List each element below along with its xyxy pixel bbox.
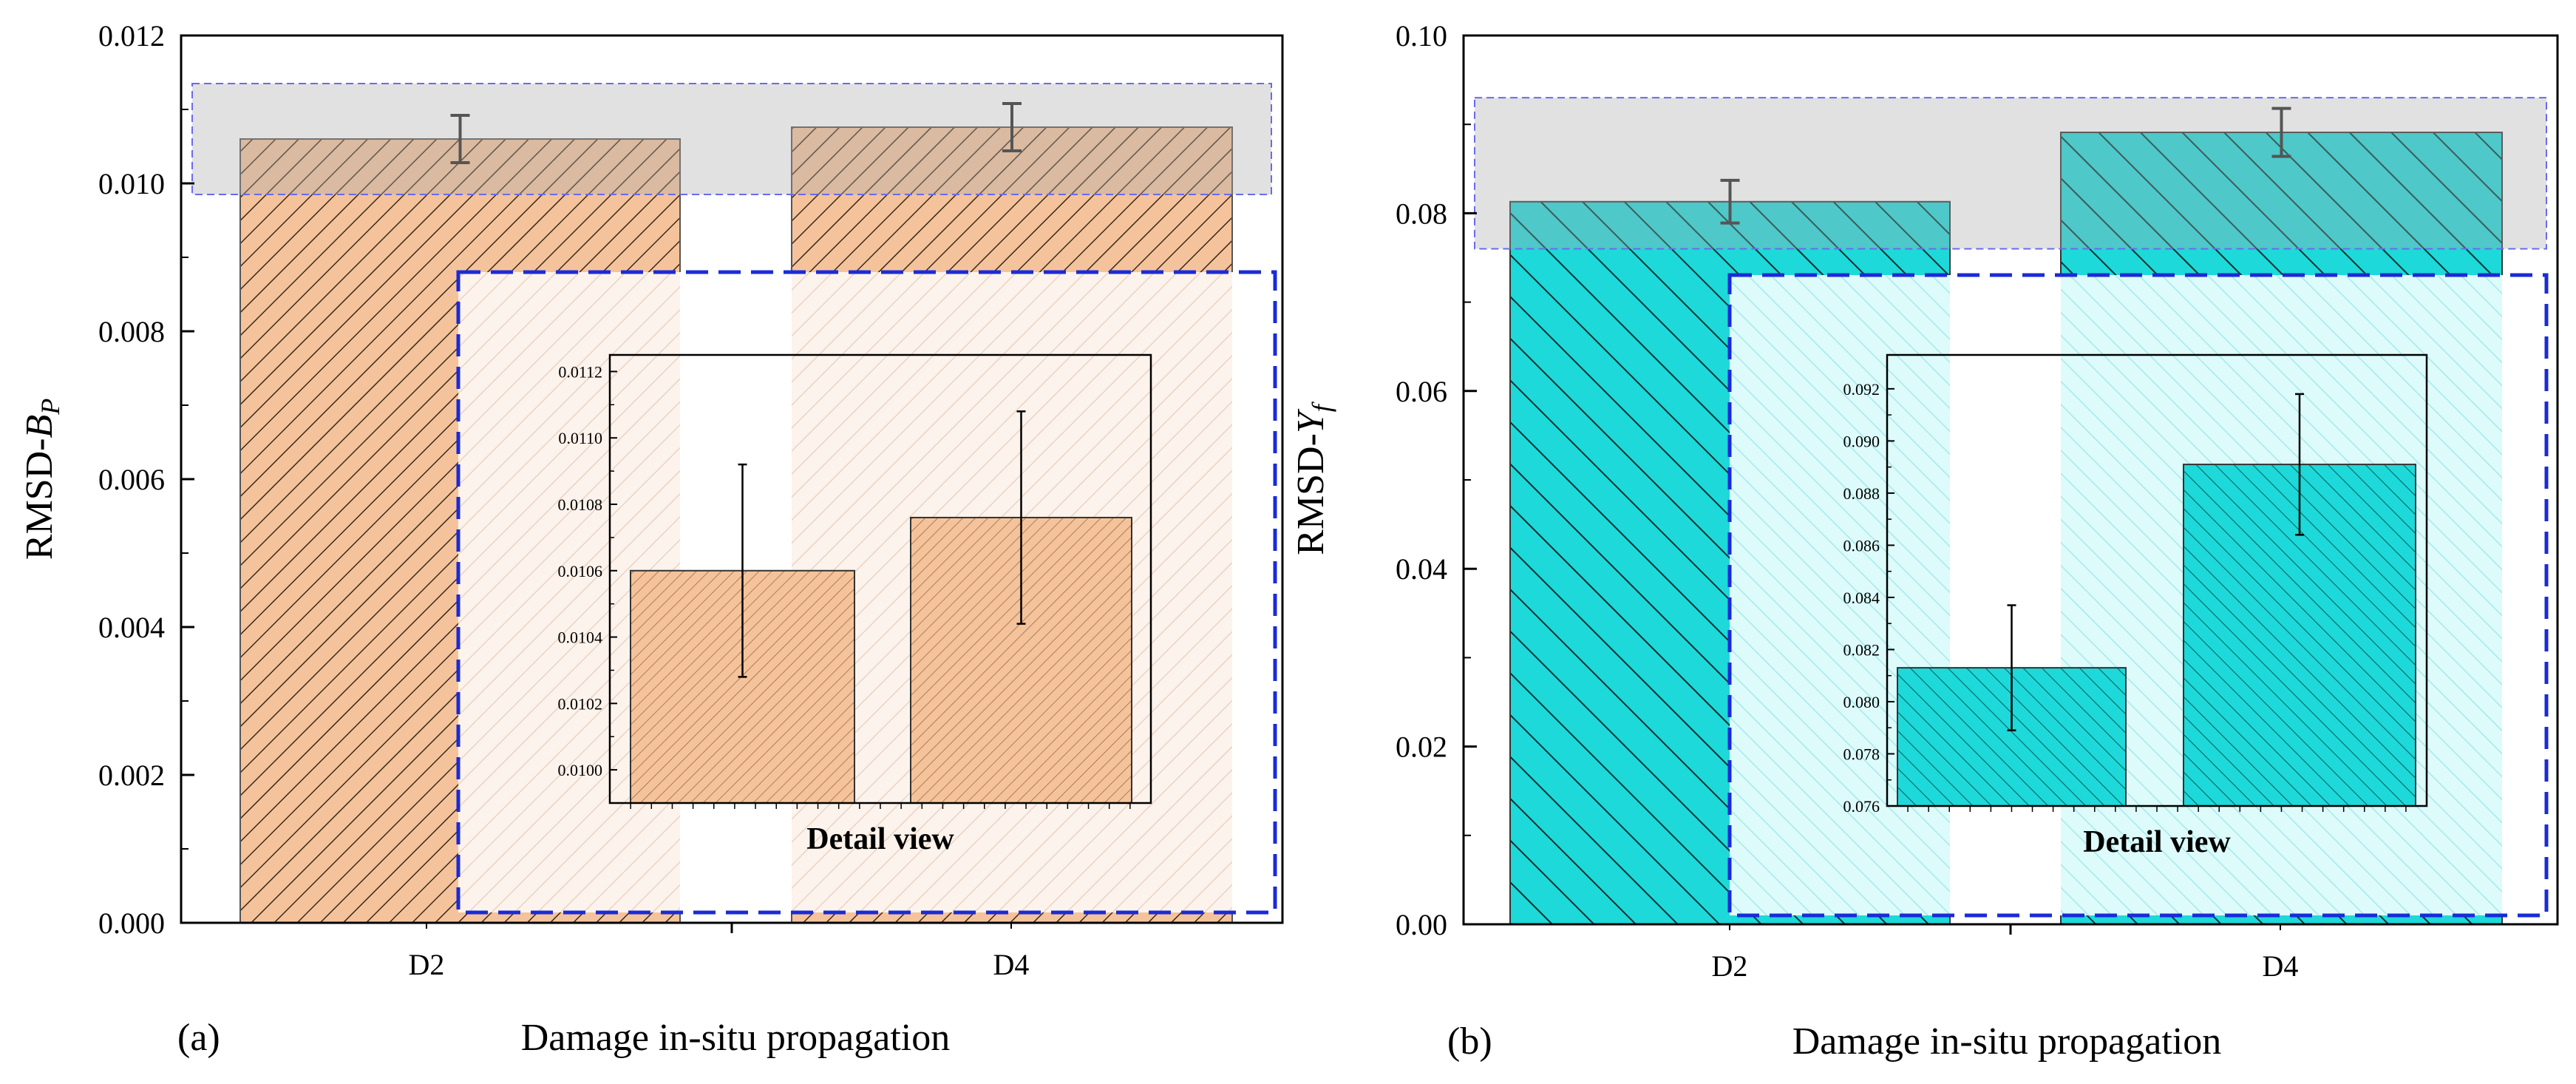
y-tick-label: 0.04	[1396, 552, 1447, 586]
inset-y-tick-label: 0.0110	[558, 429, 602, 447]
inset-error-bar-d2	[2007, 604, 2016, 731]
inset-y-tick-label: 0.0104	[558, 629, 603, 647]
y-tick-label: 0.010	[98, 167, 165, 200]
x-tick-label: D4	[993, 948, 1030, 981]
y-tick-label: 0.000	[98, 907, 165, 940]
zoom-band	[191, 83, 1272, 195]
panel-label: (b)	[1447, 1020, 1492, 1063]
y-tick-label: 0.002	[98, 759, 165, 792]
inset-y-tick-label: 0.086	[1843, 536, 1880, 555]
y-tick-label: 0.012	[98, 19, 165, 52]
x-tick-label: D4	[2263, 949, 2299, 983]
inset-y-tick-label: 0.0102	[558, 694, 603, 713]
y-tick-label: 0.08	[1396, 197, 1447, 230]
inset-y-tick-label: 0.076	[1843, 797, 1880, 816]
error-bar-d4	[1002, 102, 1022, 152]
inset-y-tick-label: 0.080	[1843, 693, 1880, 711]
inset-y-tick-label: 0.0112	[558, 362, 602, 381]
y-tick-label: 0.02	[1396, 731, 1447, 764]
inset-y-tick-label: 0.090	[1843, 432, 1880, 450]
y-axis-title: RMSD-Yf	[1290, 401, 1336, 555]
inset-error-bar-d4	[1016, 410, 1026, 625]
inset-y-tick-label: 0.084	[1843, 589, 1880, 607]
x-tick-label: D2	[409, 948, 445, 981]
inset-title: Detail view	[2083, 825, 2231, 859]
inset-error-bar-d2	[738, 463, 747, 678]
panel-a: 0.000 0.002 0.004 0.006 0.008 0.010 0.012 D2 D4 R…	[18, 19, 1284, 1059]
y-tick-label: 0.008	[98, 315, 165, 348]
x-axis-title: Damage in-situ propagation	[1792, 1020, 2222, 1063]
y-axis-title: RMSD-BP	[18, 399, 65, 560]
x-tick-label: D2	[1712, 949, 1748, 983]
inset-detail-view: 0.0100 0.0102 0.0104 0.0106 0.0108 0.0110 0.01…	[558, 353, 1152, 856]
y-tick-label: 0.06	[1396, 375, 1447, 408]
inset-region-outline	[456, 270, 1277, 915]
y-tick-label: 0.004	[98, 611, 165, 644]
x-axis-title: Damage in-situ propagation	[521, 1017, 951, 1059]
inset-y-tick-label: 0.0100	[558, 761, 603, 779]
inset-y-tick-label: 0.0108	[558, 495, 603, 514]
inset-y-tick-label: 0.078	[1843, 745, 1880, 763]
inset-y-tick-label: 0.088	[1843, 484, 1880, 503]
error-bar-d2	[450, 114, 470, 164]
y-tick-label: 0.006	[98, 463, 165, 496]
inset-region-bar-ghost	[1730, 275, 1950, 915]
error-bar-d2	[1720, 178, 1740, 225]
y-tick-label: 0.00	[1396, 908, 1447, 941]
inset-y-tick-label: 0.092	[1843, 380, 1880, 399]
inset-region-outline	[1727, 273, 2549, 918]
inset-error-bar-d4	[2295, 393, 2304, 536]
inset-y-tick-label: 0.0106	[558, 562, 603, 580]
y-tick-label: 0.10	[1396, 19, 1447, 52]
zoom-band	[1474, 97, 2547, 250]
inset-y-tick-label: 0.082	[1843, 640, 1880, 659]
error-bar-d4	[2271, 106, 2291, 158]
panel-b: 0.00 0.02 0.04 0.06 0.08 0.10 D2 D4 RMSD-Yf (b) Da…	[1290, 19, 2559, 1063]
panel-label: (a)	[177, 1017, 220, 1059]
inset-title: Detail view	[806, 822, 954, 856]
inset-detail-view: 0.076 0.078 0.080 0.082 0.084 0.086 0.088 0.090…	[1843, 353, 2428, 859]
